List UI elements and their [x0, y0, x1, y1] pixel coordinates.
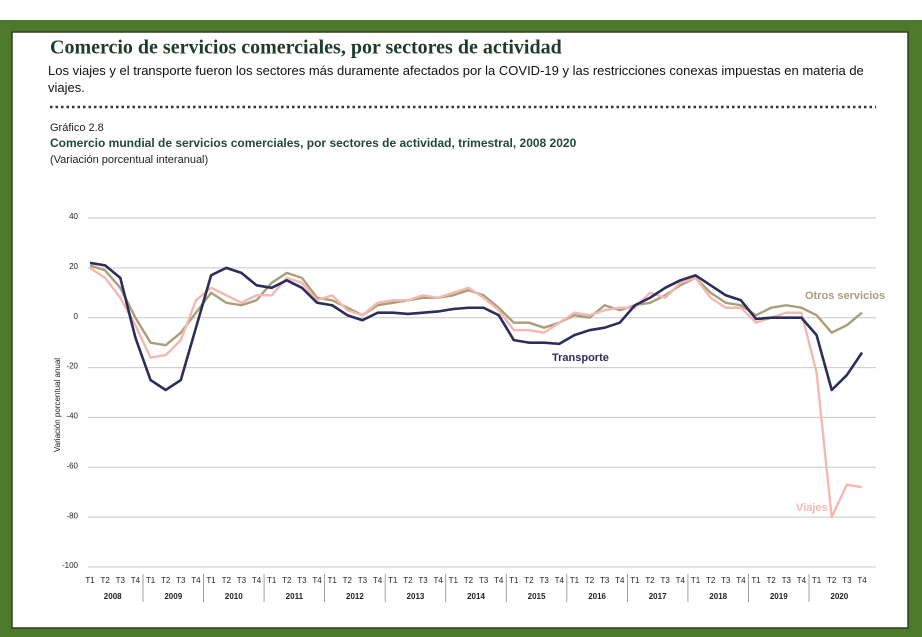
x-tick-label: T2	[827, 576, 837, 585]
y-tick-label: 20	[69, 262, 78, 271]
year-label: 2019	[770, 592, 788, 601]
x-tick-label: T1	[570, 576, 580, 585]
series-line	[89, 266, 863, 519]
year-label: 2016	[588, 592, 606, 601]
subheader: Los viajes y el transporte fueron los se…	[48, 63, 864, 95]
x-tick-label: T1	[691, 576, 701, 585]
x-tick-label: T4	[857, 576, 867, 585]
x-tick-label: T2	[706, 576, 716, 585]
y-axis-label: Variación porcentual anual	[53, 358, 62, 452]
x-tick-label: T2	[222, 576, 232, 585]
series-label: Otros servicios	[805, 290, 885, 302]
x-tick-label: T1	[812, 576, 822, 585]
y-tick-label: -20	[66, 362, 78, 371]
year-label: 2014	[467, 592, 485, 601]
x-tick-label: T2	[524, 576, 534, 585]
x-tick-label: T2	[161, 576, 171, 585]
x-tick-label: T4	[494, 576, 504, 585]
x-tick-label: T2	[464, 576, 474, 585]
x-tick-label: T3	[782, 576, 792, 585]
x-tick-label: T1	[630, 576, 640, 585]
x-tick-label: T3	[842, 576, 852, 585]
year-label: 2018	[709, 592, 727, 601]
year-label: 2012	[346, 592, 364, 601]
y-tick-label: -100	[62, 561, 79, 570]
x-tick-label: T4	[676, 576, 686, 585]
year-label: 2013	[407, 592, 425, 601]
series-label: Transporte	[552, 352, 609, 364]
x-tick-label: T3	[661, 576, 671, 585]
x-tick-label: T4	[797, 576, 807, 585]
series-label: Viajes	[796, 502, 828, 514]
series-line	[89, 261, 864, 392]
x-tick-label: T4	[131, 576, 141, 585]
x-tick-label: T3	[418, 576, 428, 585]
subheader-box: Los viajes y el transporte fueron los se…	[48, 63, 864, 95]
x-tick-label: T4	[373, 576, 383, 585]
x-tick-label: T3	[297, 576, 307, 585]
header: Comercio de servicios comerciales, por s…	[50, 37, 562, 59]
y-tick-label: -60	[66, 461, 78, 470]
x-tick-label: T4	[191, 576, 201, 585]
x-tick-label: T1	[206, 576, 216, 585]
panel	[11, 31, 909, 629]
x-tick-label: T1	[751, 576, 761, 585]
x-tick-label: T2	[343, 576, 353, 585]
x-tick-label: T2	[282, 576, 292, 585]
x-tick-label: T4	[615, 576, 625, 585]
year-label: 2017	[649, 592, 667, 601]
x-tick-label: T3	[358, 576, 368, 585]
figure-number: Gráfico 2.8	[50, 122, 104, 134]
x-tick-label: T3	[237, 576, 247, 585]
x-tick-label: T1	[85, 576, 95, 585]
x-tick-label: T4	[312, 576, 322, 585]
x-tick-label: T2	[645, 576, 655, 585]
year-label: 2008	[104, 592, 122, 601]
chart-subtitle: (Variación porcentual interanual)	[50, 154, 208, 166]
x-tick-label: T2	[585, 576, 595, 585]
x-tick-label: T4	[736, 576, 746, 585]
year-label: 2015	[528, 592, 546, 601]
x-tick-label: T4	[252, 576, 262, 585]
x-tick-label: T2	[767, 576, 777, 585]
year-label: 2020	[830, 592, 848, 601]
x-tick-label: T1	[509, 576, 519, 585]
x-tick-label: T3	[539, 576, 549, 585]
x-tick-label: T2	[100, 576, 110, 585]
year-label: 2011	[286, 592, 304, 601]
x-tick-label: T1	[328, 576, 338, 585]
x-tick-label: T2	[403, 576, 413, 585]
x-tick-label: T3	[479, 576, 489, 585]
x-tick-label: T3	[116, 576, 126, 585]
x-tick-label: T4	[433, 576, 443, 585]
x-tick-label: T3	[600, 576, 610, 585]
year-label: 2009	[164, 592, 182, 601]
x-tick-label: T1	[146, 576, 156, 585]
x-tick-label: T1	[267, 576, 277, 585]
y-tick-label: 0	[74, 312, 79, 321]
y-tick-label: 40	[69, 212, 78, 221]
x-tick-label: T1	[388, 576, 398, 585]
y-tick-label: -80	[66, 511, 78, 520]
year-label: 2010	[225, 592, 243, 601]
x-tick-label: T3	[176, 576, 186, 585]
y-tick-label: -40	[66, 412, 78, 421]
chart-title: Comercio mundial de servicios comerciale…	[50, 136, 577, 150]
x-tick-label: T3	[721, 576, 731, 585]
x-tick-label: T1	[449, 576, 459, 585]
x-tick-label: T4	[555, 576, 565, 585]
